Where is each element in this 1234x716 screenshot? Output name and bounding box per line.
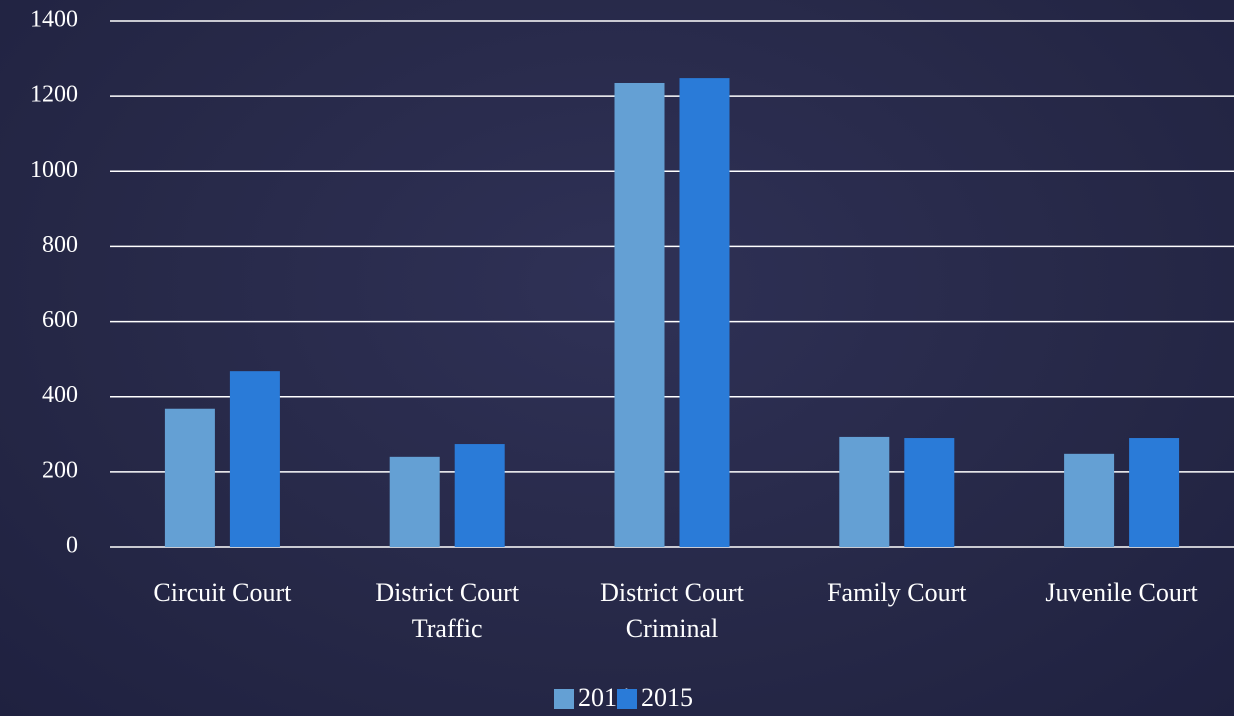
bar [229, 371, 280, 547]
bar [1129, 438, 1180, 547]
legend-swatch [617, 689, 637, 709]
x-tick-label: Circuit Court [153, 578, 292, 607]
bar [389, 456, 440, 547]
y-tick-label: 1400 [30, 7, 78, 33]
x-tick-label: Family Court [827, 578, 967, 607]
y-tick-label: 200 [42, 457, 78, 483]
bar [454, 444, 505, 547]
bar [904, 438, 955, 547]
bar [839, 436, 890, 547]
legend-swatch [554, 689, 574, 709]
bar [164, 408, 215, 547]
y-tick-label: 1200 [30, 82, 78, 108]
x-tick-label: Juvenile Court [1045, 578, 1198, 607]
y-tick-label: 600 [42, 307, 78, 333]
y-tick-label: 1000 [30, 157, 78, 183]
bar [614, 82, 665, 547]
x-tick-label: District Court Criminal [600, 578, 744, 643]
bar [679, 78, 730, 547]
legend-label: 2015 [641, 683, 693, 712]
y-tick-label: 800 [42, 232, 78, 258]
y-tick-label: 400 [42, 382, 78, 408]
y-tick-label: 0 [66, 533, 78, 559]
bar [1064, 453, 1115, 547]
x-tick-label: District Court Traffic [375, 578, 520, 643]
